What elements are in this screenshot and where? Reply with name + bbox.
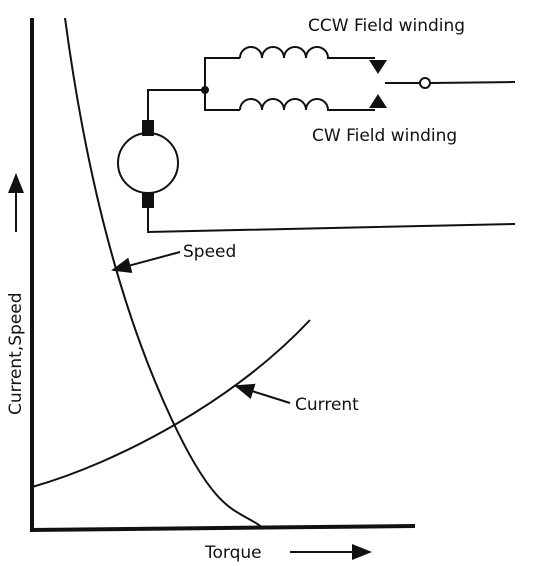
contact xyxy=(369,94,387,108)
wire xyxy=(204,57,240,111)
pointer xyxy=(111,251,181,274)
ccw-label: CCW Field winding xyxy=(308,16,465,36)
terminal xyxy=(419,77,431,89)
wire xyxy=(147,208,516,234)
contact xyxy=(369,60,387,74)
circuit xyxy=(117,46,516,234)
brush xyxy=(142,192,154,208)
speed-curve xyxy=(64,17,264,529)
speed-label: Speed xyxy=(183,242,236,262)
wire xyxy=(429,81,516,84)
current-label: Current xyxy=(295,395,359,415)
pointer xyxy=(234,383,291,404)
cw-label: CW Field winding xyxy=(312,126,457,146)
axes xyxy=(29,18,416,532)
motor xyxy=(117,132,179,194)
current-curve xyxy=(31,319,311,488)
x-axis xyxy=(29,524,416,532)
brush xyxy=(142,120,154,136)
cw-coil xyxy=(239,98,375,111)
y-axis-label: Current,Speed xyxy=(6,292,26,415)
x-axis-label: Torque xyxy=(204,543,262,563)
ccw-coil xyxy=(239,46,375,59)
wire xyxy=(147,89,205,120)
